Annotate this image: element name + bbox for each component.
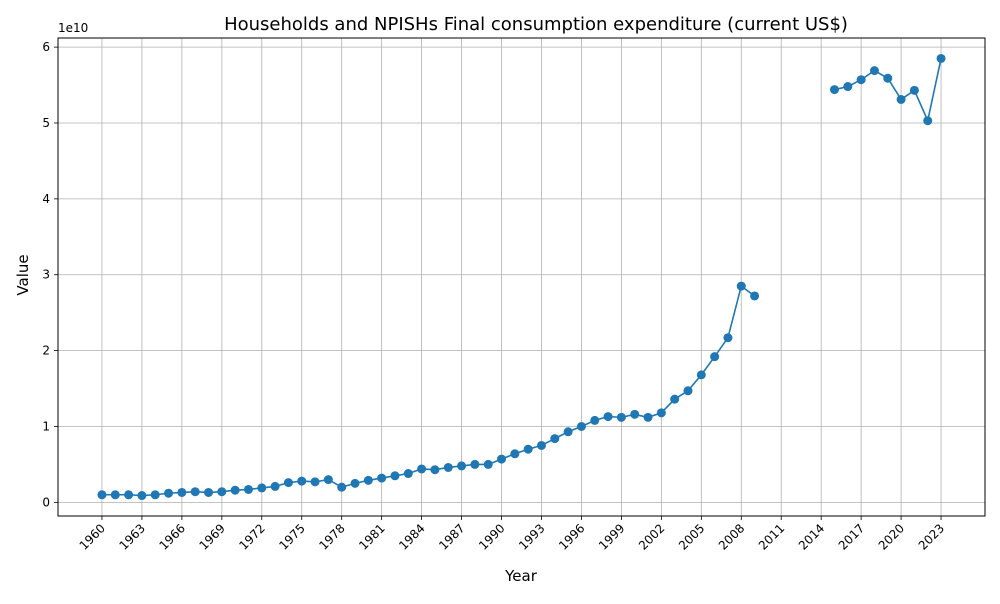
data-point: [403, 469, 413, 479]
data-point: [310, 477, 320, 487]
data-point: [630, 409, 640, 419]
plot-frame: [57, 37, 986, 517]
y-axis-label: Value: [14, 254, 32, 295]
data-point: [670, 394, 680, 404]
data-point: [510, 449, 520, 459]
data-point: [323, 475, 333, 485]
data-point: [257, 483, 267, 493]
data-point: [430, 465, 440, 475]
data-point: [696, 370, 706, 380]
data-point: [350, 478, 360, 488]
data-point: [750, 291, 760, 301]
data-point: [723, 333, 733, 343]
data-point: [470, 459, 480, 469]
grid-lines: [58, 38, 985, 516]
data-point: [150, 490, 160, 500]
data-point: [204, 487, 214, 497]
data-point: [563, 427, 573, 437]
y-tick-label: 0: [42, 495, 50, 509]
data-point: [843, 82, 853, 92]
data-point: [909, 85, 919, 95]
data-point: [869, 66, 879, 76]
data-point: [363, 475, 373, 485]
data-point: [417, 464, 427, 474]
data-point: [896, 94, 906, 104]
data-point: [190, 487, 200, 497]
data-point: [936, 53, 946, 63]
data-point: [576, 421, 586, 431]
data-point: [110, 490, 120, 500]
data-point: [497, 454, 507, 464]
data-point: [137, 491, 147, 501]
data-point: [550, 434, 560, 444]
y-tick-label: 6: [42, 40, 50, 54]
data-point: [283, 478, 293, 488]
data-point: [483, 459, 493, 469]
data-point: [643, 412, 653, 422]
data-point: [616, 412, 626, 422]
data-point: [230, 485, 240, 495]
y-tick-label: 5: [42, 116, 50, 130]
data-point: [124, 490, 134, 500]
data-point: [683, 386, 693, 396]
data-point: [710, 352, 720, 362]
data-point: [536, 440, 546, 450]
data-point: [736, 281, 746, 291]
data-point: [656, 408, 666, 418]
y-tick-label: 4: [42, 192, 50, 206]
x-axis-label: Year: [504, 567, 538, 585]
data-point: [177, 487, 187, 497]
data-point: [97, 490, 107, 500]
data-point: [297, 476, 307, 486]
y-tick-label: 1: [42, 419, 50, 433]
data-point: [243, 484, 253, 494]
data-point: [590, 415, 600, 425]
data-point: [883, 73, 893, 83]
data-point: [443, 462, 453, 472]
y-tick-label: 2: [42, 344, 50, 358]
series-layer: [97, 53, 946, 501]
chart-title: Households and NPISHs Final consumption …: [224, 14, 848, 35]
data-point: [829, 85, 839, 95]
y-tick-label: 3: [42, 268, 50, 282]
data-point: [377, 473, 387, 483]
data-point: [923, 116, 933, 126]
data-point: [603, 412, 613, 422]
data-point: [523, 444, 533, 454]
data-point: [856, 75, 866, 85]
data-point: [337, 482, 347, 492]
data-point: [217, 487, 227, 497]
data-point: [270, 481, 280, 491]
data-point: [164, 488, 174, 498]
data-point: [457, 461, 467, 471]
data-point: [390, 471, 400, 481]
y-axis: 0 1 2 3 4 5 6: [42, 40, 58, 509]
y-axis-offset-label: 1e10: [58, 21, 88, 35]
